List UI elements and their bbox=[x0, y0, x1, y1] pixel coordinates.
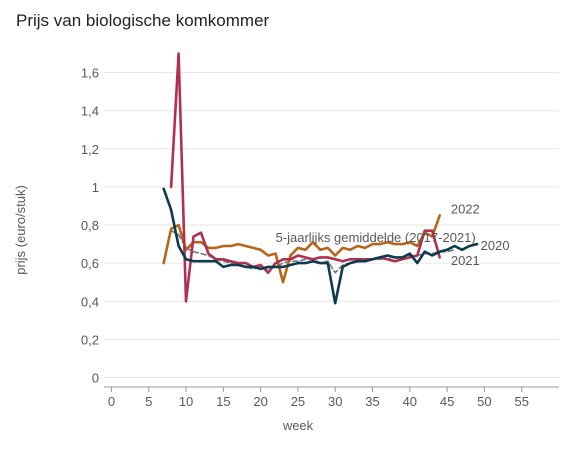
y-axis-title: prijs (euro/stuk) bbox=[13, 185, 28, 275]
series-label-2020: 2020 bbox=[481, 238, 510, 253]
y-tick-label: 1 bbox=[92, 180, 99, 195]
x-tick-label: 20 bbox=[253, 394, 267, 409]
x-tick-label: 25 bbox=[291, 394, 305, 409]
series-line-2020 bbox=[162, 187, 479, 305]
x-axis-title: week bbox=[282, 418, 314, 433]
y-tick-label: 0,6 bbox=[81, 256, 99, 271]
x-tick-label: 10 bbox=[179, 394, 193, 409]
y-tick-label: 1,4 bbox=[81, 104, 99, 119]
y-tick-label: 0,2 bbox=[81, 332, 99, 347]
y-tick-label: 0 bbox=[92, 370, 99, 385]
series-label-5-jaarlijks-gemiddelde-2017-2021: 5-jaarlijks gemiddelde (2017-2021) bbox=[276, 230, 476, 245]
x-tick-label: 55 bbox=[514, 394, 528, 409]
y-tick-label: 0,8 bbox=[81, 218, 99, 233]
x-tick-label: 15 bbox=[216, 394, 230, 409]
x-tick-label: 30 bbox=[328, 394, 342, 409]
series-line-2022 bbox=[162, 214, 441, 284]
chart-title: Prijs van biologische komkommer bbox=[16, 11, 270, 30]
x-tick-label: 0 bbox=[108, 394, 115, 409]
x-tick-label: 50 bbox=[477, 394, 491, 409]
x-tick-label: 35 bbox=[365, 394, 379, 409]
series-line-2021 bbox=[169, 52, 441, 303]
x-tick-layer: 0 5 10 15 20 25 30 35 40 45 50 55 bbox=[108, 387, 529, 409]
x-tick-label: 5 bbox=[145, 394, 152, 409]
y-tick-label: 1,2 bbox=[81, 142, 99, 157]
grid-layer bbox=[104, 72, 559, 378]
x-tick-label: 40 bbox=[403, 394, 417, 409]
series-label-2021: 2021 bbox=[451, 253, 480, 268]
y-tick-label: 1,6 bbox=[81, 66, 99, 81]
y-tick-label: 0,4 bbox=[81, 294, 99, 309]
series-layer bbox=[162, 52, 479, 305]
series-label-2022: 2022 bbox=[451, 202, 480, 217]
y-tick-layer: 0 0,2 0,4 0,6 0,8 1 1,2 1,4 1,6 bbox=[81, 66, 99, 386]
x-tick-label: 45 bbox=[440, 394, 454, 409]
